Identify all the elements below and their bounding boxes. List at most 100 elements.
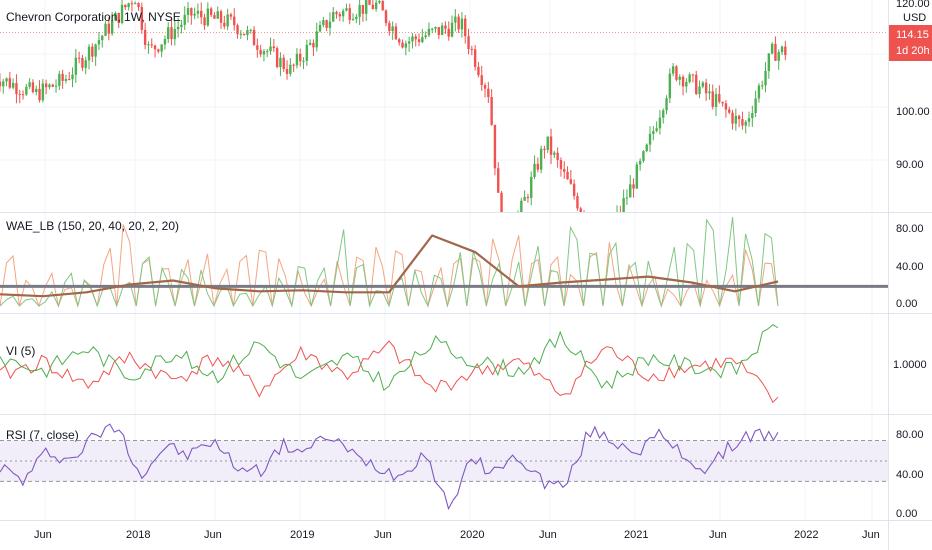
candle-body <box>87 46 91 61</box>
candle-body <box>117 12 120 24</box>
candle-body <box>784 46 787 56</box>
candle-body <box>163 38 167 45</box>
candle-body <box>378 1 381 3</box>
candle-body <box>94 44 97 57</box>
candle-body <box>196 10 200 14</box>
rsi-band <box>0 440 888 482</box>
candle-body <box>41 83 45 101</box>
candle-body <box>302 60 305 62</box>
candle-body <box>236 25 239 35</box>
candle-body <box>8 78 12 88</box>
candle-body <box>28 82 31 87</box>
candle-body <box>384 10 388 24</box>
candle-body <box>137 3 140 8</box>
candle-body <box>226 14 229 27</box>
candle-body <box>249 29 252 31</box>
vi-pane[interactable] <box>0 324 779 404</box>
candle-body <box>447 28 450 37</box>
candle-body <box>229 14 233 17</box>
wae-pane[interactable] <box>0 217 888 308</box>
candle-body <box>328 21 332 28</box>
wae-axis[interactable]: 80.00 40.00 0.00 <box>896 223 924 310</box>
rsi-tick-0: 0.00 <box>896 508 917 520</box>
wae-tick-40: 40.00 <box>896 261 924 273</box>
time-label-jun-2022: Jun <box>862 529 880 541</box>
candle-body <box>242 33 246 36</box>
candle-body <box>559 160 563 170</box>
candle-body <box>662 110 665 118</box>
candle-body <box>731 112 734 124</box>
candle-body <box>124 4 127 8</box>
candle-body <box>206 8 210 26</box>
vi-axis[interactable]: 1.0000 <box>893 359 927 371</box>
candle-body <box>104 23 107 36</box>
candle-body <box>454 16 457 23</box>
symbol-title[interactable]: Chevron Corporation, 1W, NYSE <box>6 10 181 24</box>
candle-body <box>681 76 685 87</box>
price-tick-120: 120.00 <box>896 0 930 10</box>
candle-body <box>58 73 61 86</box>
candle-body <box>365 0 368 14</box>
rsi-pane[interactable] <box>0 423 888 511</box>
wae-title[interactable]: WAE_LB (150, 20, 40, 20, 2, 20) <box>6 219 179 233</box>
candle-body <box>74 57 78 75</box>
candle-body <box>688 74 691 83</box>
price-currency: USD <box>903 12 926 24</box>
candle-body <box>341 10 345 17</box>
candle-body <box>186 8 190 15</box>
candle-body <box>747 118 751 122</box>
wae-explosion-line <box>0 234 779 298</box>
candle-body <box>536 163 540 170</box>
candle-body <box>209 8 213 16</box>
vi-tick-1: 1.0000 <box>893 359 927 371</box>
candle-body <box>549 136 553 155</box>
rsi-axis[interactable]: 80.00 40.00 0.00 <box>896 429 924 520</box>
candle-body <box>583 213 585 221</box>
candle-body <box>774 43 777 61</box>
candle-body <box>0 81 2 87</box>
candle-body <box>176 26 180 30</box>
candle-body <box>658 117 662 129</box>
candle-body <box>157 49 160 52</box>
candle-body <box>15 83 18 95</box>
candle-body <box>714 94 718 107</box>
candle-body <box>757 85 761 99</box>
price-pane[interactable] <box>0 0 787 257</box>
candle-body <box>147 44 150 46</box>
candle-body <box>526 196 530 198</box>
candle-body <box>671 66 675 74</box>
candle-body <box>467 36 470 49</box>
candle-body <box>269 46 272 52</box>
vi-minus-line <box>0 340 779 404</box>
candle-body <box>473 49 477 67</box>
time-label-2022: 2022 <box>794 529 818 541</box>
candle-body <box>18 94 21 96</box>
candle-body <box>107 23 111 34</box>
candle-body <box>566 171 569 180</box>
time-axis[interactable]: Jun 2018 Jun 2019 Jun 2020 Jun 2021 Jun … <box>34 529 880 541</box>
candle-body <box>421 37 424 43</box>
candle-body <box>81 58 84 68</box>
candle-body <box>200 10 203 18</box>
vi-plus-line <box>0 324 779 392</box>
candle-body <box>143 29 147 45</box>
price-tick-90: 90.00 <box>896 159 924 171</box>
candle-body <box>780 46 784 53</box>
candle-body <box>120 4 124 24</box>
candle-body <box>616 212 618 222</box>
price-axis[interactable]: 120.00 USD 100.00 90.00 114.15 1d 20h <box>889 0 932 171</box>
candle-body <box>754 98 757 114</box>
rsi-title[interactable]: RSI (7, close) <box>6 428 79 442</box>
candle-body <box>114 12 117 21</box>
candle-body <box>170 27 173 40</box>
time-label-2019: 2019 <box>290 529 314 541</box>
candle-body <box>140 7 144 30</box>
vi-title[interactable]: VI (5) <box>6 344 35 358</box>
candle-body <box>678 76 681 80</box>
candle-body <box>480 75 483 86</box>
candle-body <box>398 39 401 43</box>
candle-body <box>21 94 25 96</box>
candle-body <box>655 128 658 132</box>
candle-body <box>285 68 289 74</box>
